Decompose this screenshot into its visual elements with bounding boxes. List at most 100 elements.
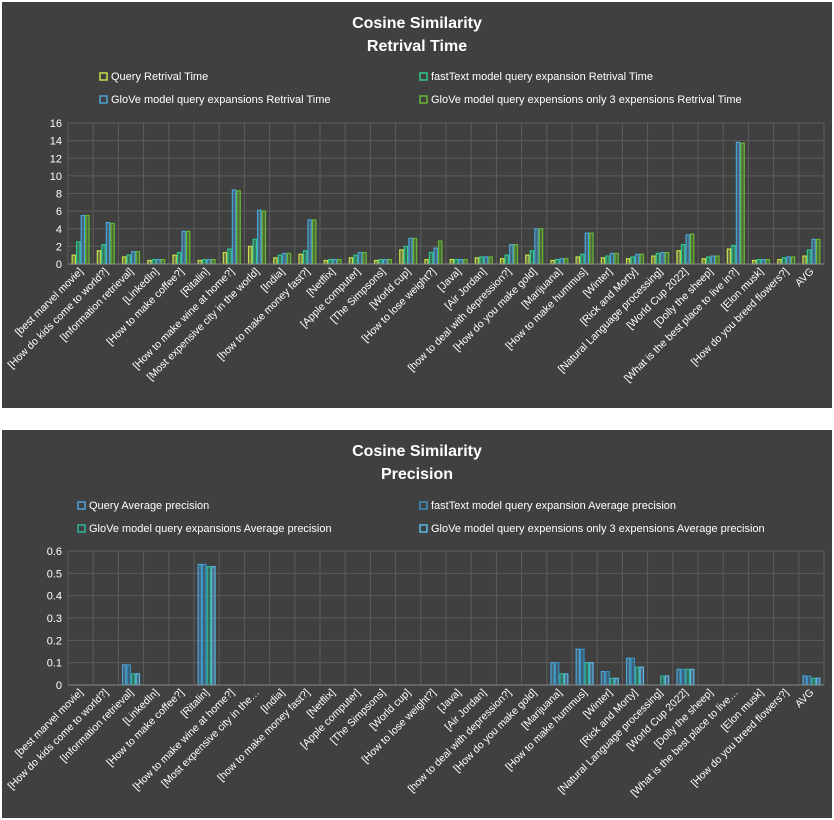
legend-swatch: [419, 95, 428, 104]
chart-title: Cosine Similarity: [352, 443, 482, 460]
bar: [790, 256, 796, 265]
bar: [126, 664, 132, 686]
bar: [781, 257, 787, 265]
bar: [731, 244, 736, 265]
bar: [600, 671, 606, 686]
bar: [101, 244, 106, 265]
bar: [206, 258, 212, 265]
y-tick-label: 4: [56, 224, 62, 236]
bar: [449, 258, 455, 265]
bar: [282, 252, 287, 265]
bar: [689, 668, 695, 686]
bar: [639, 666, 645, 686]
bar: [311, 219, 317, 265]
bar: [135, 673, 141, 686]
bar: [559, 258, 564, 265]
bar: [261, 210, 267, 265]
bar: [513, 244, 519, 265]
bar: [676, 668, 681, 686]
bar: [181, 230, 186, 265]
retrieval-time-chart: Cosine Similarity Retrival Time Query Retr…: [5, 15, 825, 385]
bar: [357, 251, 363, 265]
retrieval-time-chart-panel: Cosine Similarity Retrival Time Query Retr…: [2, 2, 832, 408]
bar: [639, 253, 645, 265]
bar: [584, 232, 590, 265]
bar: [806, 675, 812, 686]
bar: [664, 251, 670, 265]
bar: [373, 259, 379, 265]
legend-label: fastText model query expansion Retrival …: [431, 71, 653, 83]
bar: [554, 662, 560, 686]
bar: [176, 251, 182, 265]
category-label: [How do kids come to world?]: [5, 687, 111, 793]
y-tick-label: 8: [56, 189, 62, 201]
bar: [685, 668, 690, 686]
bar: [156, 258, 161, 265]
bar: [529, 250, 535, 265]
bar: [206, 566, 212, 686]
bar: [509, 244, 514, 265]
bar: [488, 256, 493, 265]
bar: [550, 259, 555, 265]
bar: [634, 253, 640, 265]
bar: [437, 240, 443, 265]
chart-subtitle: Retrival Time: [367, 38, 467, 55]
bar: [231, 189, 237, 265]
legend-swatch: [77, 524, 86, 533]
bar: [298, 253, 303, 265]
y-tick-label: 0.3: [47, 613, 62, 625]
bar: [383, 258, 388, 265]
legend-label: Query Retrival Time: [111, 71, 208, 83]
y-tick-label: 0.2: [47, 635, 62, 647]
bar: [110, 222, 115, 265]
bar: [121, 664, 127, 686]
bar: [202, 258, 207, 265]
bar: [197, 563, 203, 686]
bar: [353, 254, 358, 265]
bar: [815, 677, 821, 686]
bar: [664, 675, 670, 686]
bar: [399, 249, 404, 265]
bar: [609, 677, 615, 686]
bar: [710, 255, 716, 265]
bar: [131, 673, 136, 686]
category-label: [How do kids come to world?]: [5, 266, 111, 372]
bar: [71, 254, 77, 265]
precision-chart: Cosine Similarity Precision Query Average …: [5, 443, 825, 799]
bar: [337, 258, 342, 265]
bar: [211, 258, 216, 265]
bar: [689, 233, 695, 265]
bar: [563, 673, 569, 686]
bar: [777, 258, 782, 265]
y-tick-label: 10: [50, 171, 62, 183]
bar: [605, 255, 610, 265]
bar: [252, 238, 257, 265]
legend-label: GloVe model query expensions only 3 expe…: [431, 94, 742, 106]
bar: [408, 237, 413, 265]
bar: [589, 662, 594, 686]
y-tick-label: 2: [56, 241, 62, 253]
bar: [600, 257, 606, 265]
legend-swatch: [99, 72, 108, 81]
bar: [135, 251, 141, 265]
bar: [735, 141, 741, 265]
bar: [651, 255, 656, 265]
bar: [247, 245, 253, 265]
bar: [257, 209, 262, 265]
bar: [236, 190, 241, 265]
bar: [412, 237, 418, 265]
legend-label: Query Average precision: [89, 500, 209, 512]
bar: [680, 668, 686, 686]
bar: [756, 258, 762, 265]
bar: [605, 671, 610, 686]
bar: [751, 259, 757, 265]
bar: [634, 666, 640, 686]
bar: [609, 252, 615, 265]
bar: [786, 256, 791, 265]
bar: [563, 258, 569, 265]
y-tick-label: 14: [50, 136, 62, 148]
bar: [614, 677, 619, 686]
legend-label: fastText model query expansion Average p…: [431, 500, 676, 512]
bar: [660, 675, 665, 686]
bar: [424, 258, 429, 265]
